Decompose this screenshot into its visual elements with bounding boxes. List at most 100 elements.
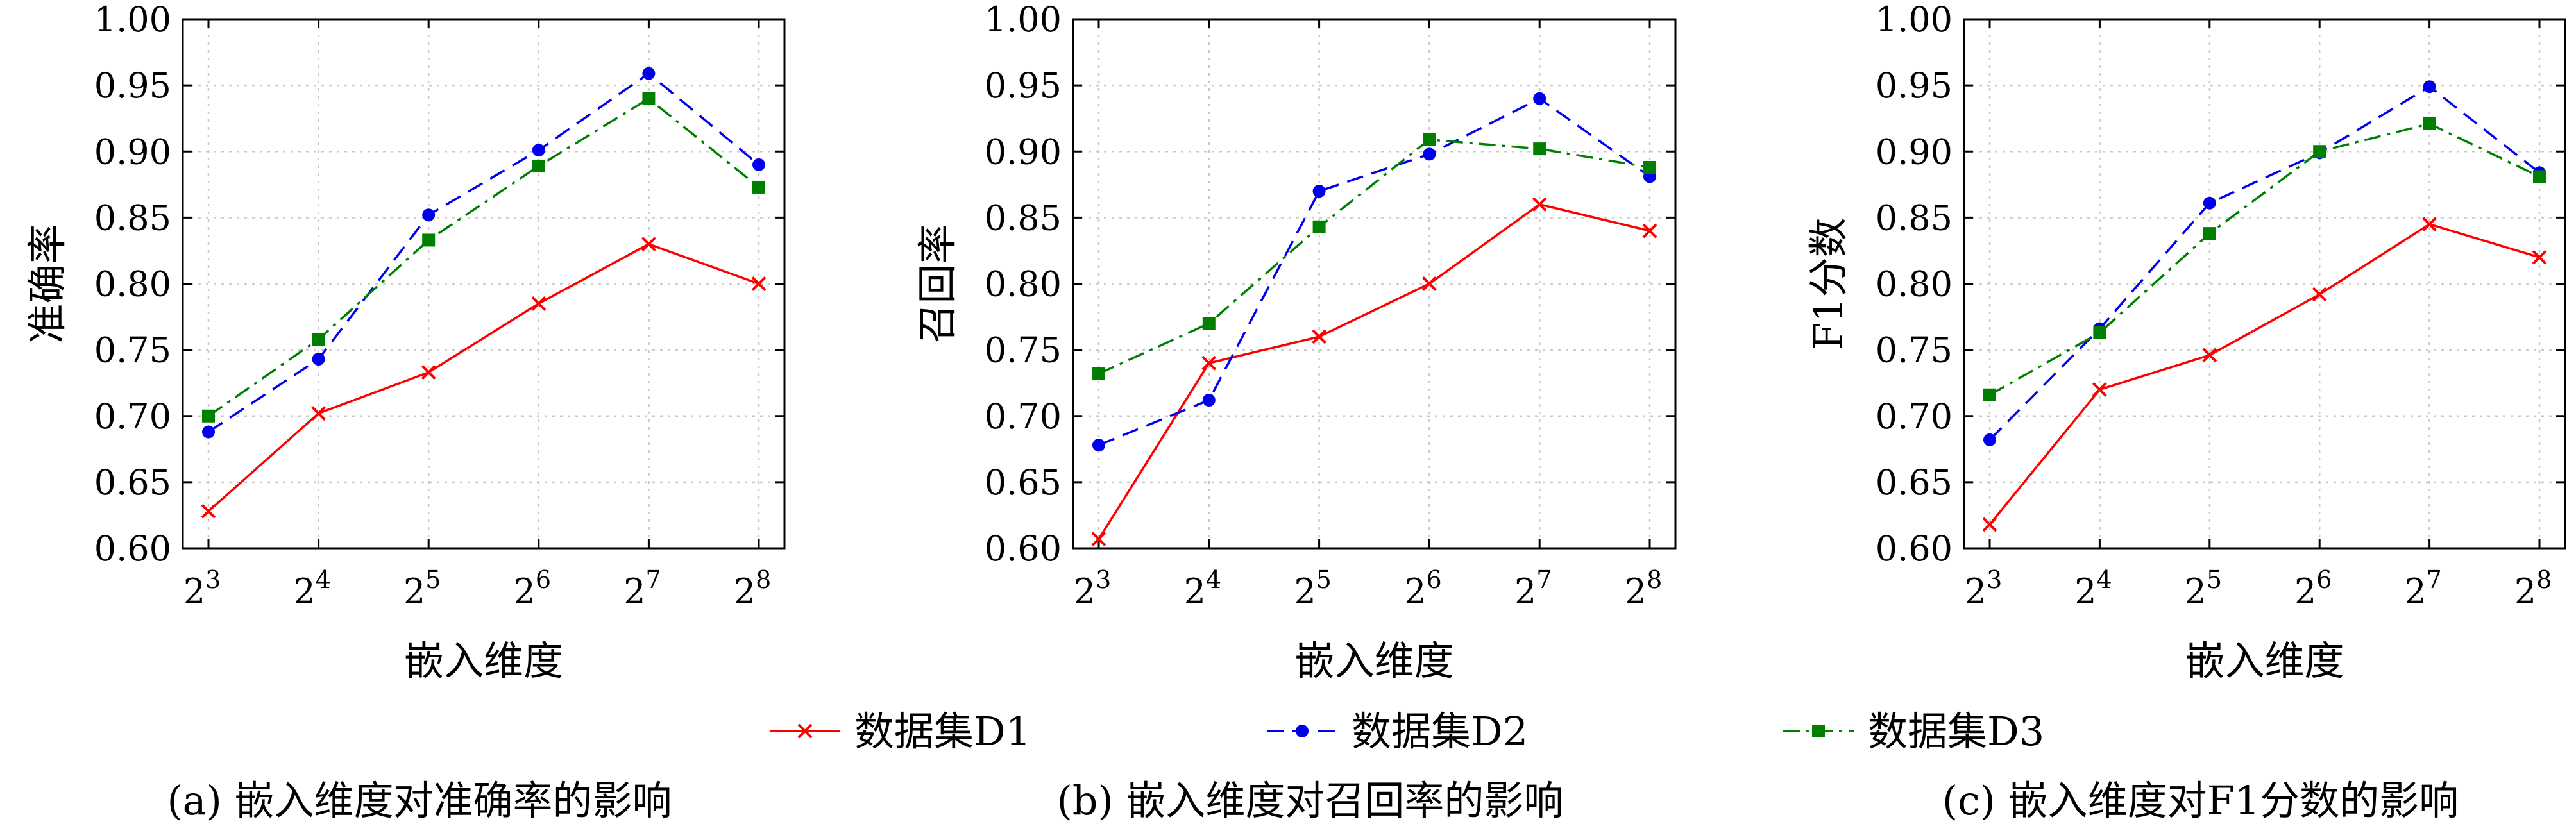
data-point	[1421, 276, 1437, 291]
legend-marker	[1296, 725, 1309, 737]
data-point	[2533, 170, 2546, 183]
y-tick-label: 0.70	[1876, 396, 1953, 437]
data-point	[422, 208, 436, 222]
data-point	[1312, 185, 1326, 198]
data-point	[2203, 196, 2216, 210]
series-D3	[1983, 117, 2546, 401]
data-point	[1202, 394, 1216, 407]
legend-item-D2: 数据集D2	[1267, 708, 1528, 755]
y-tick-label: 0.85	[985, 198, 1062, 238]
y-axis-label: 准确率	[24, 224, 71, 343]
data-point	[1312, 329, 1327, 344]
y-tick-label: 1.00	[985, 0, 1062, 40]
chart-panel-1: 0.60 0.65 0.70 0.75 0.80 0.85 0.90 0.95 1.00 23 24…	[24, 0, 786, 684]
y-tick-label: 1.00	[1876, 0, 1953, 40]
y-axis-label: 召回率	[914, 224, 961, 343]
y-tick-label: 0.60	[1876, 528, 1953, 569]
x-tick-label: 28	[2514, 566, 2552, 612]
figure-caption: (a) 嵌入维度对准确率的影响	[167, 777, 672, 824]
data-point	[1091, 532, 1106, 546]
series-D1	[1091, 197, 1657, 546]
y-tick-label: 0.70	[94, 396, 171, 437]
legend-item-D1: 数据集D1	[770, 708, 1031, 755]
data-point	[1423, 147, 1436, 161]
series-line	[1988, 85, 2541, 441]
x-tick-label: 26	[2294, 566, 2332, 612]
y-tick-label: 0.95	[94, 65, 171, 106]
x-tick-label: 26	[514, 566, 552, 612]
data-point	[1643, 161, 1656, 174]
grid	[1964, 18, 2565, 550]
data-point	[2312, 287, 2327, 302]
x-tick-label: 23	[183, 566, 221, 612]
y-tick-label: 0.75	[985, 330, 1062, 371]
series-line	[1989, 122, 2540, 396]
grid	[1073, 18, 1675, 550]
x-tick-label: 28	[734, 566, 772, 612]
data-point	[1202, 317, 1216, 330]
x-tick-label: 24	[1184, 566, 1222, 612]
y-tick-label: 0.90	[1876, 131, 1953, 172]
legend-marker	[1812, 725, 1825, 737]
chart-panel-3: 0.60 0.65 0.70 0.75 0.80 0.85 0.90 0.95 1.00 23 24…	[1805, 0, 2566, 684]
series-line	[1097, 203, 1650, 540]
series-D2	[1983, 80, 2546, 446]
y-tick-label: 0.75	[1876, 330, 1953, 371]
data-point	[1533, 92, 1546, 105]
x-tick-label: 24	[293, 566, 331, 612]
y-tick-label: 0.65	[985, 462, 1062, 503]
data-point	[1533, 142, 1546, 156]
series-D3	[202, 92, 765, 423]
data-point	[641, 237, 656, 252]
x-tick-label: 25	[2185, 566, 2223, 612]
y-tick-label: 0.95	[1876, 65, 1953, 106]
x-axis-label: 嵌入维度	[1294, 637, 1453, 684]
y-axis-label: F1分数	[1805, 217, 1852, 349]
data-point	[2423, 80, 2436, 94]
data-point	[312, 353, 325, 366]
data-point	[1983, 388, 1996, 401]
series-D1	[1982, 217, 2547, 532]
data-point	[2202, 348, 2217, 363]
y-tick-label: 0.75	[94, 330, 171, 371]
data-point	[1092, 367, 1105, 380]
x-tick-label: 27	[623, 566, 661, 612]
data-point	[1312, 220, 1326, 233]
legend-item-D3: 数据集D3	[1783, 708, 2044, 755]
series-line	[207, 97, 760, 417]
data-point	[2093, 326, 2106, 339]
series-line	[1098, 97, 1651, 446]
series-D3	[1092, 133, 1656, 380]
x-tick-label: 24	[2074, 566, 2112, 612]
y-tick-label: 0.60	[94, 528, 171, 569]
x-axis-label: 嵌入维度	[2185, 637, 2344, 684]
y-tick-label: 0.60	[985, 528, 1062, 569]
data-point	[1423, 133, 1436, 146]
data-point	[532, 159, 545, 172]
y-tick-label: 0.80	[1876, 264, 1953, 305]
x-tick-label: 25	[1294, 566, 1332, 612]
y-tick-label: 0.90	[985, 131, 1062, 172]
x-tick-label: 25	[403, 566, 441, 612]
series-line	[1988, 223, 2540, 525]
data-point	[751, 276, 767, 291]
series-D2	[202, 67, 765, 439]
y-tick-label: 0.95	[985, 65, 1062, 106]
y-tick-label: 0.65	[94, 462, 171, 503]
data-point	[311, 406, 326, 421]
y-tick-label: 0.70	[985, 396, 1062, 437]
legend-label: 数据集D1	[854, 708, 1031, 755]
y-tick-label: 0.65	[1876, 462, 1953, 503]
x-tick-label: 23	[1965, 566, 2003, 612]
grid	[183, 18, 784, 550]
y-tick-label: 0.85	[1876, 198, 1953, 238]
x-tick-label: 27	[2404, 566, 2442, 612]
series-line	[207, 242, 759, 512]
data-point	[642, 67, 656, 80]
y-tick-label: 0.90	[94, 131, 171, 172]
data-point	[642, 92, 656, 105]
legend-label: 数据集D3	[1868, 708, 2044, 755]
figure-caption: (b) 嵌入维度对召回率的影响	[1057, 777, 1564, 824]
data-point	[312, 333, 325, 346]
